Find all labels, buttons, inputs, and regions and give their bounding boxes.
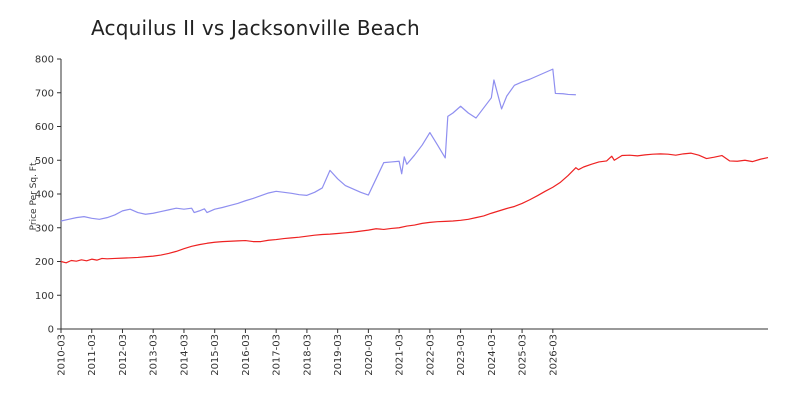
- y-tick-label: 600: [35, 122, 54, 133]
- x-tick-label: 2015-03: [210, 334, 221, 376]
- y-tick-label: 400: [35, 190, 54, 201]
- series-layer: [60, 68, 769, 264]
- axes: 0 100 200 300 400 500 600 700 800 2010-03 2011-03 2…: [35, 55, 768, 376]
- chart-title: Acquilus II vs Jacksonville Beach: [91, 16, 420, 40]
- y-tick-label: 500: [35, 156, 54, 167]
- x-tick-label: 2026-03: [548, 334, 559, 376]
- series-line-1: [60, 68, 576, 222]
- x-tick-label: 2021-03: [395, 334, 406, 376]
- y-tick-label: 700: [35, 88, 54, 99]
- y-tick-label: 200: [35, 257, 54, 268]
- x-tick-label: 2022-03: [425, 334, 436, 376]
- x-tick-label: 2014-03: [179, 334, 190, 376]
- y-tick-label: 0: [48, 325, 54, 336]
- x-tick-label: 2016-03: [241, 334, 252, 376]
- series-line-2: [60, 152, 769, 264]
- y-axis-label: Price Per Sq. Ft.: [29, 160, 39, 231]
- x-tick-label: 2025-03: [518, 334, 529, 376]
- x-tick-label: 2018-03: [302, 334, 313, 376]
- y-tick-label: 100: [35, 291, 54, 302]
- x-tick-label: 2017-03: [272, 334, 283, 376]
- x-tick-label: 2020-03: [364, 334, 375, 376]
- x-tick-label: 2012-03: [118, 334, 129, 376]
- x-tick-label: 2013-03: [149, 334, 160, 376]
- x-tick-label: 2011-03: [87, 334, 98, 376]
- x-tick-label: 2010-03: [57, 334, 68, 376]
- x-tick-label: 2019-03: [333, 334, 344, 376]
- y-tick-label: 300: [35, 223, 54, 234]
- y-tick-label: 800: [35, 55, 54, 66]
- x-tick-label: 2023-03: [456, 334, 467, 376]
- x-tick-label: 2024-03: [487, 334, 498, 376]
